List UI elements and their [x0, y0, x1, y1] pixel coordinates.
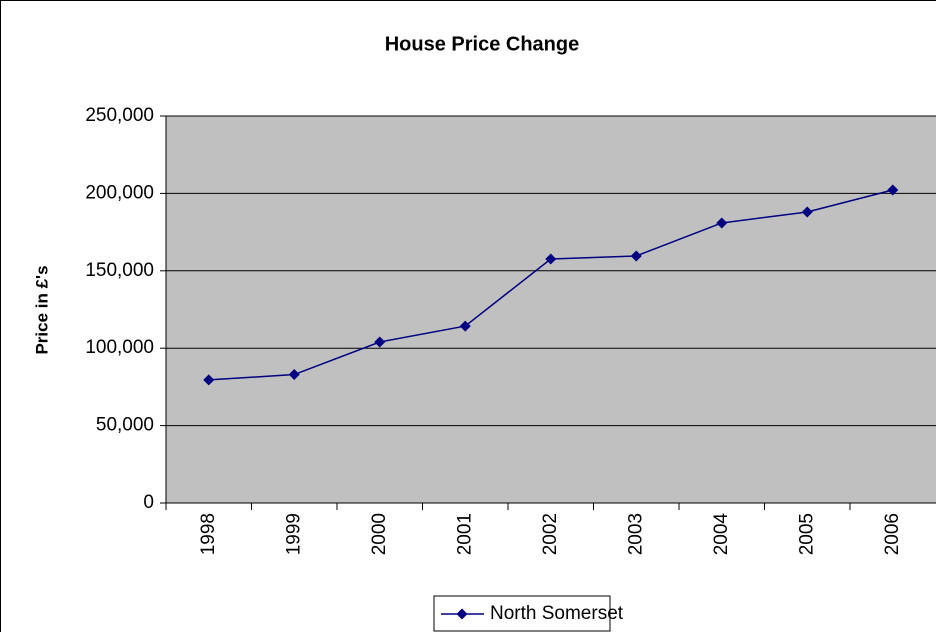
data-point [374, 336, 386, 348]
x-tick-label: 2000 [369, 513, 390, 555]
data-point [459, 320, 471, 332]
x-tick-label: 2003 [625, 513, 646, 555]
x-tick-label: 2006 [882, 513, 903, 555]
x-tick-label: 1999 [283, 513, 304, 555]
data-point [801, 206, 813, 218]
x-tick-label: 2001 [454, 513, 475, 555]
y-tick-label: 150,000 [85, 260, 154, 281]
y-tick-label: 200,000 [85, 182, 154, 203]
x-tick-label: 2005 [796, 513, 817, 555]
y-tick-label: 100,000 [85, 337, 154, 358]
y-tick-label: 50,000 [96, 415, 154, 436]
data-point [630, 250, 642, 262]
chart-title: House Price Change [385, 33, 580, 55]
x-tick-label: 1998 [198, 513, 219, 555]
y-tick-label: 0 [143, 492, 154, 513]
legend-marker [456, 608, 468, 620]
plot-area [165, 115, 936, 504]
y-tick-label: 250,000 [85, 105, 154, 126]
data-point [545, 253, 557, 265]
x-tick-label: 2004 [711, 513, 732, 556]
y-axis-label: Price in £'s [32, 265, 51, 354]
data-point [288, 369, 300, 381]
data-point [203, 374, 215, 386]
legend-label: North Somerset [490, 603, 624, 624]
data-point [887, 184, 899, 196]
x-tick-label: 2002 [540, 513, 561, 555]
data-point [716, 217, 728, 229]
